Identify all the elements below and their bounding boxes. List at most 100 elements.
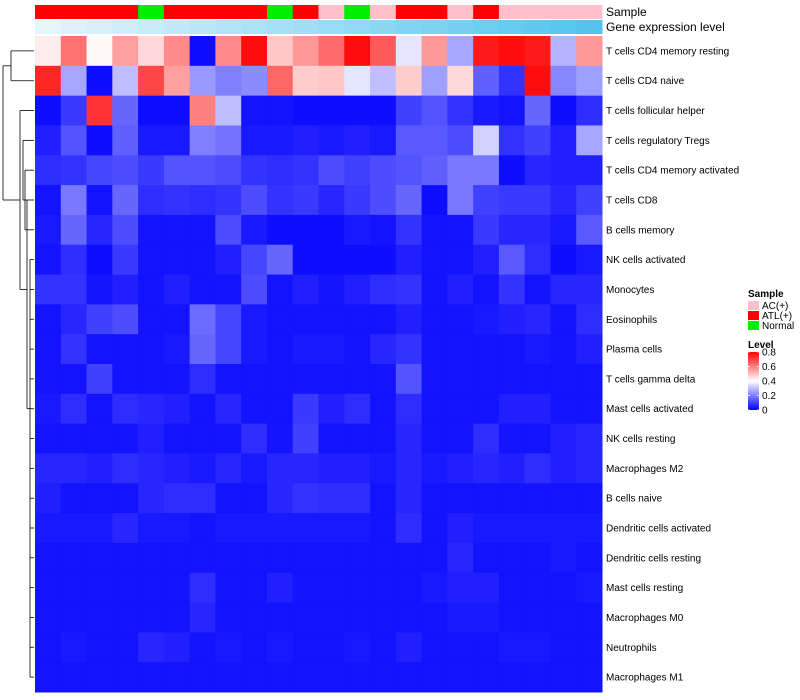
expression-annotation-cell (524, 20, 551, 34)
heatmap-cell (498, 662, 526, 693)
heatmap-cell (318, 274, 345, 305)
heatmap-cell (138, 632, 165, 663)
heatmap-cell (266, 662, 294, 693)
heatmap-cell (138, 155, 165, 186)
heatmap-cell (35, 632, 62, 663)
sample-legend-label: AC(+) (762, 301, 788, 312)
heatmap-cell (318, 334, 345, 365)
heatmap-cell (241, 662, 268, 693)
heatmap-cell (215, 65, 242, 97)
heatmap-cell (292, 572, 319, 604)
heatmap-cell (524, 304, 551, 335)
heatmap-cell (447, 214, 474, 246)
sample-annotation-cell (421, 5, 448, 19)
heatmap-cell (215, 244, 242, 276)
heatmap-cell (163, 513, 191, 544)
expression-annotation-cell (189, 20, 216, 34)
heatmap-cell (318, 453, 345, 484)
heatmap-cell (550, 334, 577, 365)
heatmap-cell (86, 513, 113, 544)
heatmap-cell (344, 36, 371, 67)
sample-legend-swatch (748, 321, 759, 330)
heatmap-cell (421, 393, 448, 425)
sample-legend-label: ATL(+) (762, 311, 792, 322)
heatmap-cell (550, 662, 577, 693)
heatmap-cell (318, 36, 345, 67)
heatmap-cell (395, 95, 423, 126)
heatmap-cell (112, 632, 139, 663)
heatmap-cell (35, 125, 62, 156)
heatmap-cell (370, 214, 397, 246)
row-label: T cells CD4 memory resting (606, 46, 729, 57)
heatmap-cell (524, 662, 551, 693)
heatmap-cell (498, 542, 526, 574)
heatmap-cell (421, 65, 448, 97)
heatmap-cell (524, 393, 551, 425)
heatmap-cell (60, 423, 88, 454)
heatmap-cell (473, 602, 500, 633)
heatmap-cell (395, 214, 423, 246)
heatmap-cell (112, 513, 139, 544)
sample-annotation-cell (189, 5, 216, 19)
heatmap-cell (576, 602, 603, 633)
heatmap-cell (524, 185, 551, 216)
heatmap-cell (163, 155, 191, 186)
heatmap-cell (370, 364, 397, 395)
heatmap-cell (189, 364, 216, 395)
heatmap-cell (138, 542, 165, 574)
heatmap-cell (266, 214, 294, 246)
heatmap-cell (86, 393, 113, 425)
heatmap-cell (447, 513, 474, 544)
heatmap-cell (498, 65, 526, 97)
expression-annotation-cell (473, 20, 500, 34)
heatmap-cell (576, 185, 603, 216)
heatmap-cell (473, 393, 500, 425)
heatmap-cell (550, 453, 577, 484)
heatmap-cell (447, 662, 474, 693)
heatmap-cell (421, 155, 448, 186)
heatmap-cell (473, 214, 500, 246)
heatmap-cell (421, 125, 448, 156)
heatmap-cell (370, 95, 397, 126)
heatmap-cell (138, 662, 165, 693)
heatmap-cell (292, 453, 319, 484)
heatmap-cell (498, 513, 526, 544)
heatmap-cell (138, 304, 165, 335)
heatmap-cell (112, 274, 139, 305)
heatmap-cell (473, 304, 500, 335)
sample-annotation-cell (395, 5, 423, 19)
heatmap-cell (112, 244, 139, 276)
heatmap-cell (241, 214, 268, 246)
heatmap-cell (344, 513, 371, 544)
heatmap-cell (473, 423, 500, 454)
heatmap-cell (576, 542, 603, 574)
level-legend-tick-label: 0.2 (762, 391, 776, 402)
heatmap-cell (138, 453, 165, 484)
heatmap-cell (163, 95, 191, 126)
heatmap-cell (318, 513, 345, 544)
row-label: Monocytes (606, 285, 654, 296)
heatmap-cell (138, 483, 165, 514)
heatmap-cell (550, 572, 577, 604)
heatmap-cell (447, 274, 474, 305)
heatmap-cell (189, 95, 216, 126)
heatmap-cell (576, 483, 603, 514)
heatmap-cell (60, 513, 88, 544)
heatmap-cell (318, 214, 345, 246)
heatmap-cell (447, 542, 474, 574)
row-label: Neutrophils (606, 643, 657, 654)
heatmap-cell (318, 423, 345, 454)
heatmap-cell (189, 513, 216, 544)
heatmap-cell (576, 155, 603, 186)
heatmap-cell (60, 393, 88, 425)
heatmap-cell (498, 185, 526, 216)
heatmap-cell (35, 304, 62, 335)
expression-annotation-cell (421, 20, 448, 34)
row-label: B cells naive (606, 494, 663, 505)
heatmap-cell (241, 453, 268, 484)
heatmap-cell (550, 542, 577, 574)
heatmap-cell (138, 185, 165, 216)
heatmap-cell (421, 304, 448, 335)
heatmap-cell (266, 542, 294, 574)
